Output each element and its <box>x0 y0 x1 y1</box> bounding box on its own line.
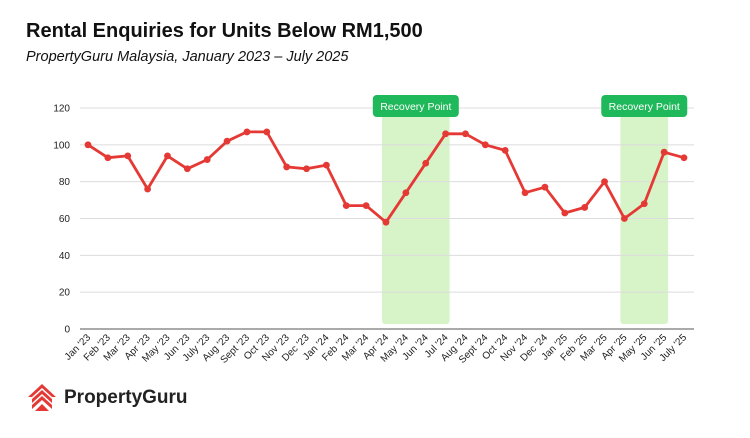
data-point <box>422 159 430 167</box>
data-point <box>581 204 589 211</box>
chart-subtitle: PropertyGuru Malaysia, January 2023 – Ju… <box>26 49 349 65</box>
data-point <box>481 141 489 149</box>
data-point <box>561 209 569 217</box>
y-tick-label: 60 <box>59 214 71 225</box>
propertyguru-house-logo-icon <box>28 384 56 411</box>
brand-name: PropertyGuru <box>64 387 188 408</box>
data-point <box>144 185 152 193</box>
y-tick-label: 80 <box>59 177 71 188</box>
data-point <box>243 128 251 136</box>
data-point <box>323 161 330 169</box>
brand-logo: PropertyGuru <box>26 382 188 414</box>
data-point <box>183 165 191 173</box>
recovery-band <box>620 108 669 324</box>
data-point <box>84 141 92 149</box>
data-point <box>203 156 211 163</box>
data-point <box>640 200 648 208</box>
recovery-point-badge <box>601 95 688 117</box>
data-point <box>541 183 549 191</box>
data-point <box>680 154 688 162</box>
data-point <box>263 128 271 136</box>
recovery-point-label: Recovery Point <box>609 101 680 113</box>
y-tick-label: 100 <box>53 140 70 151</box>
y-tick-label: 20 <box>59 288 71 299</box>
data-point <box>303 165 310 173</box>
data-point <box>223 137 231 145</box>
data-point <box>124 152 132 160</box>
chart-title: Rental Enquiries for Units Below RM1,500 <box>26 20 423 42</box>
data-point <box>442 130 449 138</box>
data-point <box>402 189 410 197</box>
data-point <box>521 189 529 197</box>
data-point <box>462 130 469 138</box>
y-tick-label: 40 <box>59 251 71 262</box>
data-point <box>601 178 608 186</box>
y-tick-label: 0 <box>64 325 70 336</box>
data-point <box>104 154 112 162</box>
data-point <box>382 218 390 226</box>
recovery-point-badge <box>372 95 459 117</box>
data-point <box>621 215 628 222</box>
data-point <box>283 163 291 171</box>
data-point <box>362 202 370 210</box>
data-point <box>660 148 668 156</box>
data-point <box>501 146 509 154</box>
recovery-point-label: Recovery Point <box>380 101 451 113</box>
data-point <box>342 202 350 210</box>
recovery-band <box>382 108 450 324</box>
y-tick-label: 120 <box>53 104 70 115</box>
data-point <box>164 152 171 160</box>
